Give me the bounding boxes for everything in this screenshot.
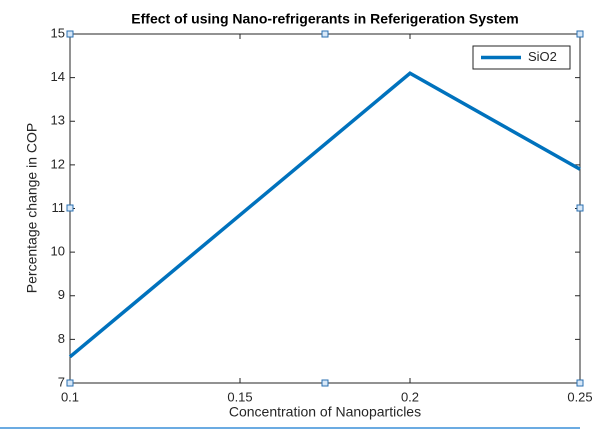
y-tick-label: 13	[51, 113, 65, 128]
handle	[576, 30, 584, 38]
data-line	[68, 71, 581, 359]
handle	[66, 379, 74, 387]
x-tick-label: 0.2	[401, 389, 419, 404]
handle	[321, 379, 329, 387]
handle	[321, 30, 329, 38]
y-tick-label: 14	[51, 69, 65, 84]
y-tick-label: 11	[52, 200, 66, 215]
x-tick-label: 0.1	[61, 389, 79, 404]
x-tick-label: 0.15	[227, 389, 252, 404]
plot-area	[69, 33, 581, 384]
handle	[576, 204, 584, 212]
handle	[66, 204, 74, 212]
selection-handles	[66, 30, 584, 387]
y-tick-label: 7	[58, 374, 65, 389]
legend-box	[472, 45, 571, 70]
x-axis-label: Concentration of Nanoparticles	[229, 404, 421, 420]
handle	[576, 379, 584, 387]
y-tick-label: 10	[51, 244, 65, 259]
y-tick-label: 12	[51, 156, 65, 171]
handle	[66, 30, 74, 38]
x-tick-label: 0.25	[567, 389, 592, 404]
y-tick-label: 9	[58, 287, 65, 302]
legend-label: SiO2	[528, 49, 557, 64]
y-axis-label: Percentage change in COP	[24, 123, 40, 293]
y-tick-label: 15	[51, 25, 65, 40]
chart-title: Effect of using Nano-refrigerants in Ref…	[131, 11, 518, 27]
y-tick-label: 8	[58, 331, 65, 346]
